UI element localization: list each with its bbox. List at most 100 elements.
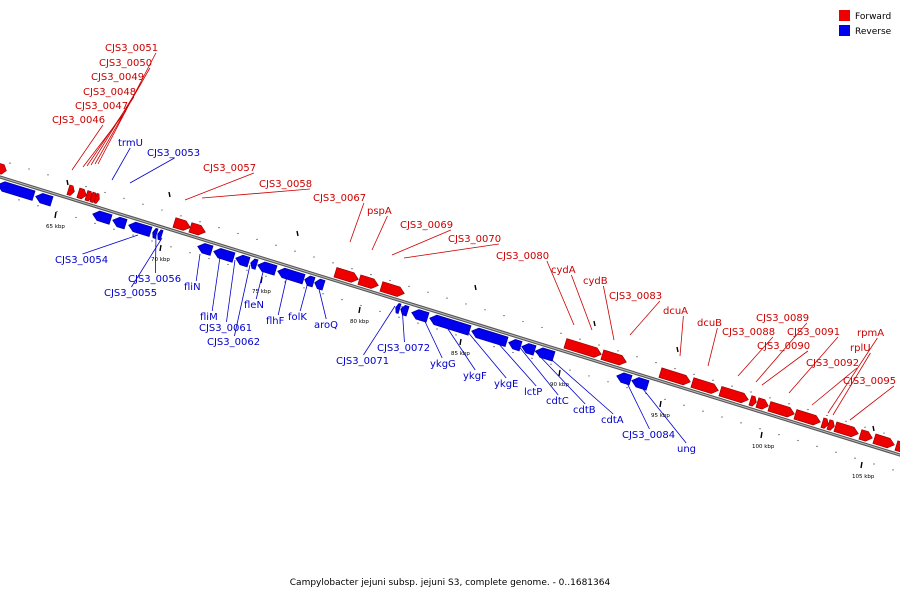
backbone-dot [151, 240, 153, 242]
gene-label-cdtb[interactable]: cdtB [573, 405, 596, 416]
gene-label-cjs3-0061[interactable]: CJS3_0061 [199, 323, 252, 334]
leader-line [629, 300, 661, 336]
backbone-dot [636, 356, 638, 358]
gene-label-flen[interactable]: fleN [244, 300, 264, 311]
gene-label-cjs3-0084[interactable]: CJS3_0084 [622, 430, 675, 441]
backbone-dot [484, 309, 486, 311]
backbone-dot [446, 297, 448, 299]
gene-feature-13 [172, 217, 191, 231]
backbone-dot [113, 228, 115, 230]
gene-label-ung[interactable]: ung [677, 444, 696, 455]
gene-label-aroq[interactable]: aroQ [314, 320, 338, 331]
gene-label-cjs3-0072[interactable]: CJS3_0072 [377, 343, 430, 354]
leader-line [761, 350, 809, 386]
leader-line [788, 336, 839, 394]
backbone-dot [170, 246, 172, 248]
backbone-dot [569, 369, 571, 371]
backbone-dot [332, 262, 334, 264]
gene-feature-46 [826, 419, 835, 431]
backbone-dash [872, 425, 875, 432]
leader-line [811, 367, 858, 406]
gene-feature-10 [128, 221, 153, 238]
gene-label-cjs3-0088[interactable]: CJS3_0088 [722, 327, 775, 338]
backbone-dot [778, 434, 780, 436]
gene-label-cjs3-0058[interactable]: CJS3_0058 [259, 179, 312, 190]
scale-tick-label: 85 kbp [451, 351, 470, 357]
gene-label-cjs3-0071[interactable]: CJS3_0071 [336, 356, 389, 367]
gene-label-cjs3-0049[interactable]: CJS3_0049 [91, 72, 144, 83]
gene-label-ykgf[interactable]: ykgF [463, 371, 487, 382]
gene-label-cjs3-0047[interactable]: CJS3_0047 [75, 101, 128, 112]
gene-label-cjs3-0090[interactable]: CJS3_0090 [757, 341, 810, 352]
gene-label-cyda[interactable]: cydA [551, 265, 576, 276]
gene-feature-36 [616, 372, 633, 386]
backbone-dash [474, 284, 477, 291]
gene-label-rplu[interactable]: rplU [850, 343, 871, 354]
gene-label-cjs3-0092[interactable]: CJS3_0092 [806, 358, 859, 369]
backbone-dot [788, 403, 790, 405]
backbone-dot [883, 432, 885, 434]
gene-feature-20 [277, 267, 306, 285]
gene-label-cdtc[interactable]: cdtC [546, 396, 569, 407]
gene-label-cjs3-0050[interactable]: CJS3_0050 [99, 58, 152, 69]
backbone-dot [560, 332, 562, 334]
gene-label-cjs3-0089[interactable]: CJS3_0089 [756, 313, 809, 324]
gene-label-flhf[interactable]: flhF [266, 316, 285, 327]
gene-label-cdta[interactable]: cdtA [601, 415, 624, 426]
backbone-dot [370, 273, 372, 276]
gene-label-lctp[interactable]: lctP [524, 387, 542, 398]
gene-label-cjs3-0069[interactable]: CJS3_0069 [400, 220, 453, 231]
gene-label-rpma[interactable]: rpmA [857, 328, 884, 339]
gene-label-ykge[interactable]: ykgE [494, 379, 518, 390]
gene-label-cjs3-0091[interactable]: CJS3_0091 [787, 327, 840, 338]
gene-feature-11 [152, 227, 159, 239]
map-caption: Campylobacter jejuni subsp. jejuni S3, c… [289, 578, 611, 588]
gene-label-dcub[interactable]: dcuB [697, 318, 722, 329]
gene-label-dcua[interactable]: dcuA [663, 306, 688, 317]
gene-label-cjs3-0051[interactable]: CJS3_0051 [105, 43, 158, 54]
backbone-dot [104, 191, 106, 194]
gene-label-cjs3-0083[interactable]: CJS3_0083 [609, 291, 662, 302]
backbone-dot [826, 414, 828, 417]
backbone-dot [721, 416, 723, 418]
gene-label-cjs3-0055[interactable]: CJS3_0055 [104, 288, 157, 299]
backbone-dash [593, 320, 596, 327]
leader-line [642, 388, 687, 444]
backbone-dot [769, 397, 771, 399]
gene-label-cjs3-0095[interactable]: CJS3_0095 [843, 376, 896, 387]
leader-line [129, 157, 175, 184]
leader-line [571, 274, 593, 331]
gene-label-flin[interactable]: fliN [184, 282, 201, 293]
scale-tick [358, 306, 361, 314]
gene-feature-5 [84, 190, 93, 202]
gene-label-flim[interactable]: fliM [200, 312, 218, 323]
gene-label-pspa[interactable]: pspA [367, 206, 392, 217]
gene-feature-32 [521, 343, 537, 356]
gene-label-cjs3-0080[interactable]: CJS3_0080 [496, 251, 549, 262]
gene-label-folk[interactable]: folK [288, 312, 307, 323]
gene-feature-48 [858, 429, 873, 442]
gene-label-cjs3-0054[interactable]: CJS3_0054 [55, 255, 108, 266]
legend-forward-swatch [839, 10, 850, 21]
gene-feature-34 [563, 338, 602, 358]
gene-label-cjs3-0048[interactable]: CJS3_0048 [83, 87, 136, 98]
gene-feature-18 [250, 258, 259, 270]
legend: Forward Reverse [839, 10, 892, 37]
gene-feature-25 [379, 281, 405, 297]
gene-label-cjs3-0056[interactable]: CJS3_0056 [128, 274, 181, 285]
gene-label-ykgg[interactable]: ykgG [430, 359, 456, 370]
gene-label-cydb[interactable]: cydB [583, 276, 608, 287]
gene-label-cjs3-0046[interactable]: CJS3_0046 [52, 115, 105, 126]
gene-label-trmu[interactable]: trmU [118, 138, 143, 149]
leader-line [371, 215, 388, 251]
gene-feature-39 [690, 377, 719, 394]
gene-label-cjs3-0062[interactable]: CJS3_0062 [207, 337, 260, 348]
leader-line [195, 253, 201, 282]
gene-label-cjs3-0053[interactable]: CJS3_0053 [147, 148, 200, 159]
leader-line [403, 243, 499, 259]
scale-tick-label: 100 kbp [752, 444, 775, 450]
gene-label-cjs3-0067[interactable]: CJS3_0067 [313, 193, 366, 204]
gene-label-cjs3-0057[interactable]: CJS3_0057 [203, 163, 256, 174]
gene-label-cjs3-0070[interactable]: CJS3_0070 [448, 234, 501, 245]
backbone-dot [493, 345, 495, 348]
